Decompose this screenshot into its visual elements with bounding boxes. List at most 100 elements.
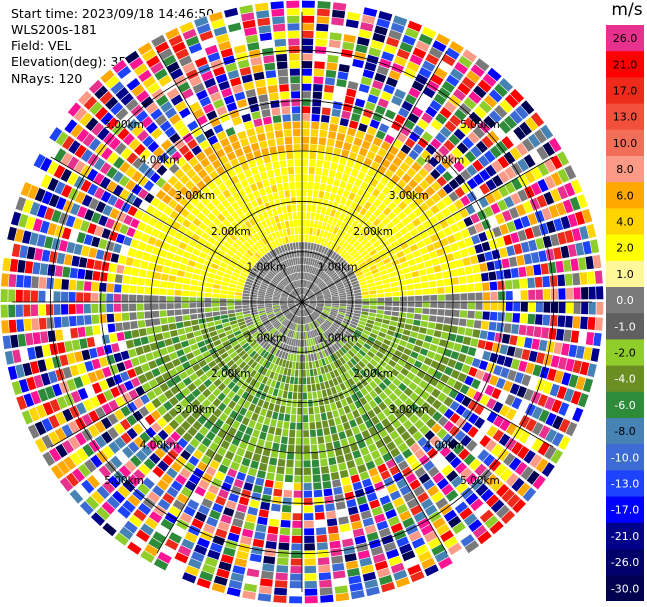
velocity-gate	[222, 120, 233, 130]
velocity-gate	[399, 307, 407, 312]
range-ring-label: 3.00km	[389, 404, 429, 416]
velocity-gate	[338, 125, 348, 134]
velocity-gate	[509, 147, 522, 161]
velocity-gate	[363, 366, 371, 374]
velocity-gate	[316, 305, 324, 309]
velocity-gate	[427, 322, 436, 329]
velocity-gate	[368, 371, 377, 380]
velocity-gate	[467, 302, 475, 310]
velocity-gate	[396, 536, 410, 548]
velocity-gate	[363, 403, 372, 412]
velocity-gate	[299, 309, 302, 317]
velocity-gate	[384, 262, 393, 269]
velocity-gate	[138, 69, 152, 83]
velocity-gate	[278, 333, 284, 341]
velocity-gate	[244, 355, 252, 364]
velocity-gate	[125, 256, 134, 266]
velocity-gate	[337, 269, 344, 275]
velocity-gate	[337, 247, 344, 255]
velocity-gate	[270, 269, 277, 276]
velocity-gate	[248, 159, 257, 169]
velocity-gate	[244, 332, 252, 339]
velocity-gate	[82, 133, 96, 147]
velocity-gate	[262, 448, 271, 457]
velocity-gate	[413, 319, 421, 326]
velocity-gate	[222, 546, 236, 557]
velocity-gate	[202, 350, 211, 359]
velocity-gate	[268, 354, 275, 362]
velocity-gate	[245, 34, 259, 44]
velocity-gate	[197, 461, 208, 472]
velocity-gate	[305, 227, 310, 235]
velocity-gate	[448, 94, 462, 107]
velocity-gate	[182, 314, 191, 321]
velocity-gate	[320, 342, 326, 350]
velocity-gate	[420, 149, 432, 161]
velocity-gate	[161, 324, 170, 332]
velocity-gate	[180, 257, 189, 265]
velocity-gate	[328, 315, 336, 321]
velocity-gate	[324, 153, 332, 162]
velocity-gate	[454, 430, 466, 442]
velocity-gate	[164, 126, 177, 138]
velocity-gate	[80, 374, 91, 386]
velocity-gate	[113, 293, 121, 302]
velocity-gate	[393, 436, 404, 447]
velocity-gate	[194, 432, 205, 442]
velocity-gate	[94, 420, 106, 434]
velocity-gate	[437, 392, 448, 403]
velocity-gate	[236, 447, 246, 457]
velocity-gate	[243, 310, 251, 315]
velocity-gate	[318, 326, 324, 333]
velocity-gate	[293, 289, 298, 296]
velocity-gate	[252, 331, 260, 338]
velocity-gate	[188, 156, 199, 167]
velocity-gate	[166, 87, 180, 100]
velocity-gate	[322, 199, 329, 207]
velocity-gate	[196, 302, 204, 308]
velocity-gate	[202, 37, 216, 49]
velocity-gate	[495, 213, 506, 225]
velocity-gate	[141, 444, 153, 457]
velocity-gate	[381, 368, 390, 377]
velocity-gate	[292, 513, 302, 521]
velocity-gate	[38, 317, 47, 330]
velocity-gate	[280, 520, 291, 528]
velocity-gate	[273, 435, 281, 444]
velocity-gate	[471, 358, 481, 368]
velocity-gate	[220, 314, 229, 320]
velocity-gate	[518, 360, 528, 372]
velocity-gate	[526, 470, 540, 485]
velocity-gate	[295, 316, 299, 324]
velocity-gate	[292, 290, 298, 297]
velocity-gate	[328, 418, 336, 427]
velocity-gate	[390, 22, 405, 34]
velocity-gate	[235, 250, 243, 258]
velocity-gate	[236, 388, 245, 397]
velocity-gate	[575, 376, 586, 391]
velocity-gate	[381, 418, 391, 428]
velocity-gate	[368, 286, 376, 291]
velocity-gate	[485, 164, 497, 177]
velocity-gate	[338, 431, 347, 440]
velocity-gate	[29, 232, 39, 246]
velocity-gate	[284, 288, 291, 294]
velocity-gate	[89, 396, 101, 408]
velocity-gate	[308, 295, 316, 299]
velocity-gate	[433, 151, 445, 162]
velocity-gate	[446, 152, 458, 165]
velocity-gate	[195, 335, 204, 343]
velocity-gate	[217, 360, 226, 369]
velocity-gate	[279, 443, 287, 452]
velocity-gate	[389, 320, 398, 327]
velocity-gate	[278, 190, 285, 199]
velocity-gate	[292, 113, 301, 121]
velocity-gate	[302, 287, 304, 295]
velocity-gate	[320, 314, 327, 320]
velocity-gate	[296, 288, 300, 296]
velocity-gate	[463, 513, 478, 526]
velocity-gate	[249, 499, 260, 509]
velocity-gate	[430, 73, 444, 86]
velocity-gate	[225, 15, 240, 25]
velocity-gate	[270, 450, 279, 458]
